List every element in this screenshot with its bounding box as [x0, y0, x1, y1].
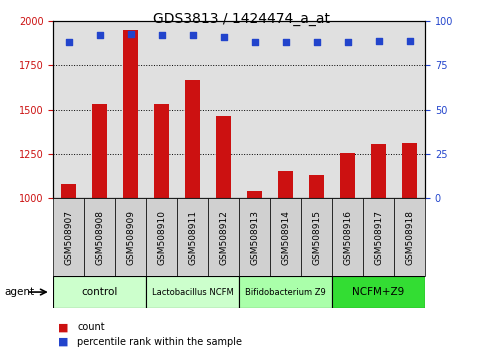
Text: control: control	[82, 287, 118, 297]
FancyBboxPatch shape	[239, 276, 332, 308]
Text: Lactobacillus NCFM: Lactobacillus NCFM	[152, 287, 233, 297]
FancyBboxPatch shape	[84, 198, 115, 276]
Text: GSM508910: GSM508910	[157, 210, 166, 265]
FancyBboxPatch shape	[53, 198, 84, 276]
Bar	[371, 144, 386, 198]
Text: GSM508907: GSM508907	[64, 210, 73, 265]
Point	[220, 34, 227, 40]
Text: GSM508914: GSM508914	[281, 210, 290, 265]
Text: GSM508913: GSM508913	[250, 210, 259, 265]
Point	[96, 33, 103, 38]
Bar	[154, 104, 170, 198]
Point	[251, 40, 258, 45]
Bar	[123, 30, 138, 198]
Bar	[340, 153, 355, 198]
Text: GSM508909: GSM508909	[126, 210, 135, 265]
FancyBboxPatch shape	[332, 276, 425, 308]
Text: percentile rank within the sample: percentile rank within the sample	[77, 337, 242, 347]
FancyBboxPatch shape	[53, 276, 146, 308]
Text: Bifidobacterium Z9: Bifidobacterium Z9	[245, 287, 326, 297]
FancyBboxPatch shape	[270, 198, 301, 276]
Text: GSM508916: GSM508916	[343, 210, 352, 265]
Point	[127, 31, 134, 36]
Text: GSM508918: GSM508918	[405, 210, 414, 265]
Point	[344, 40, 352, 45]
Bar	[92, 104, 107, 198]
FancyBboxPatch shape	[301, 198, 332, 276]
FancyBboxPatch shape	[146, 198, 177, 276]
Text: GDS3813 / 1424474_a_at: GDS3813 / 1424474_a_at	[153, 12, 330, 27]
Text: GSM508917: GSM508917	[374, 210, 383, 265]
FancyBboxPatch shape	[146, 276, 239, 308]
Text: count: count	[77, 322, 105, 332]
FancyBboxPatch shape	[394, 198, 425, 276]
Text: ■: ■	[58, 322, 69, 332]
Point	[189, 33, 197, 38]
Text: GSM508912: GSM508912	[219, 210, 228, 265]
Bar	[402, 143, 417, 198]
Text: GSM508915: GSM508915	[312, 210, 321, 265]
Bar	[61, 184, 76, 198]
FancyBboxPatch shape	[208, 198, 239, 276]
FancyBboxPatch shape	[177, 198, 208, 276]
Bar	[216, 116, 231, 198]
Text: GSM508908: GSM508908	[95, 210, 104, 265]
Point	[282, 40, 289, 45]
FancyBboxPatch shape	[363, 198, 394, 276]
Bar	[185, 80, 200, 198]
Text: agent: agent	[5, 287, 35, 297]
Text: ■: ■	[58, 337, 69, 347]
Bar	[247, 191, 262, 198]
Point	[65, 40, 72, 45]
FancyBboxPatch shape	[239, 198, 270, 276]
Text: NCFM+Z9: NCFM+Z9	[353, 287, 405, 297]
Bar	[309, 175, 324, 198]
Bar	[278, 171, 293, 198]
Point	[406, 38, 413, 44]
Point	[375, 38, 383, 44]
FancyBboxPatch shape	[332, 198, 363, 276]
Text: GSM508911: GSM508911	[188, 210, 197, 265]
Point	[158, 33, 166, 38]
FancyBboxPatch shape	[115, 198, 146, 276]
Point	[313, 40, 320, 45]
